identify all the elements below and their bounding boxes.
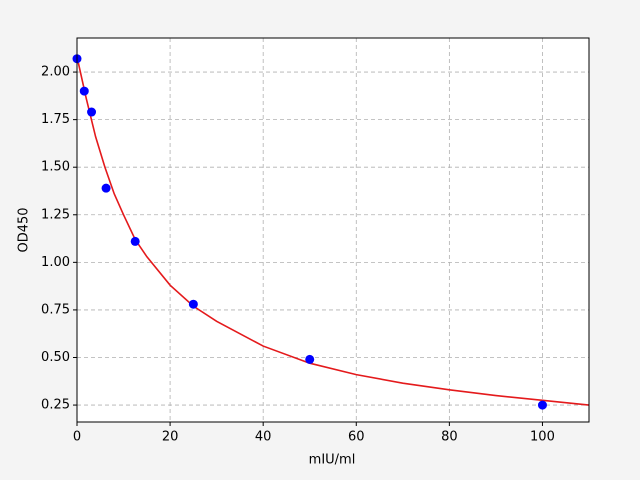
- data-point: [87, 107, 97, 117]
- y-tick-label: 0.75: [41, 302, 70, 317]
- data-point: [537, 400, 547, 410]
- y-tick-label: 1.50: [41, 160, 70, 175]
- y-tick-label: 0.25: [41, 398, 70, 413]
- y-tick-label: 1.00: [41, 255, 70, 270]
- data-point: [188, 299, 198, 309]
- y-tick-label: 1.75: [41, 112, 70, 127]
- x-tick-label: 60: [348, 430, 365, 445]
- x-tick-label: 100: [530, 430, 555, 445]
- data-point: [130, 236, 140, 246]
- y-tick-label: 2.00: [41, 65, 70, 80]
- plot-area: [77, 38, 589, 422]
- x-tick-label: 40: [255, 430, 272, 445]
- data-point: [101, 183, 111, 193]
- plot-frame: [76, 37, 590, 423]
- x-tick-label: 0: [73, 430, 81, 445]
- x-tick-label: 20: [162, 430, 179, 445]
- x-axis-label: mIU/ml: [309, 453, 356, 468]
- data-point: [79, 86, 89, 96]
- y-tick-label: 1.25: [41, 207, 70, 222]
- x-tick-label: 80: [441, 430, 458, 445]
- data-point: [305, 354, 315, 364]
- y-axis-label: OD450: [17, 207, 32, 252]
- y-tick-label: 0.50: [41, 350, 70, 365]
